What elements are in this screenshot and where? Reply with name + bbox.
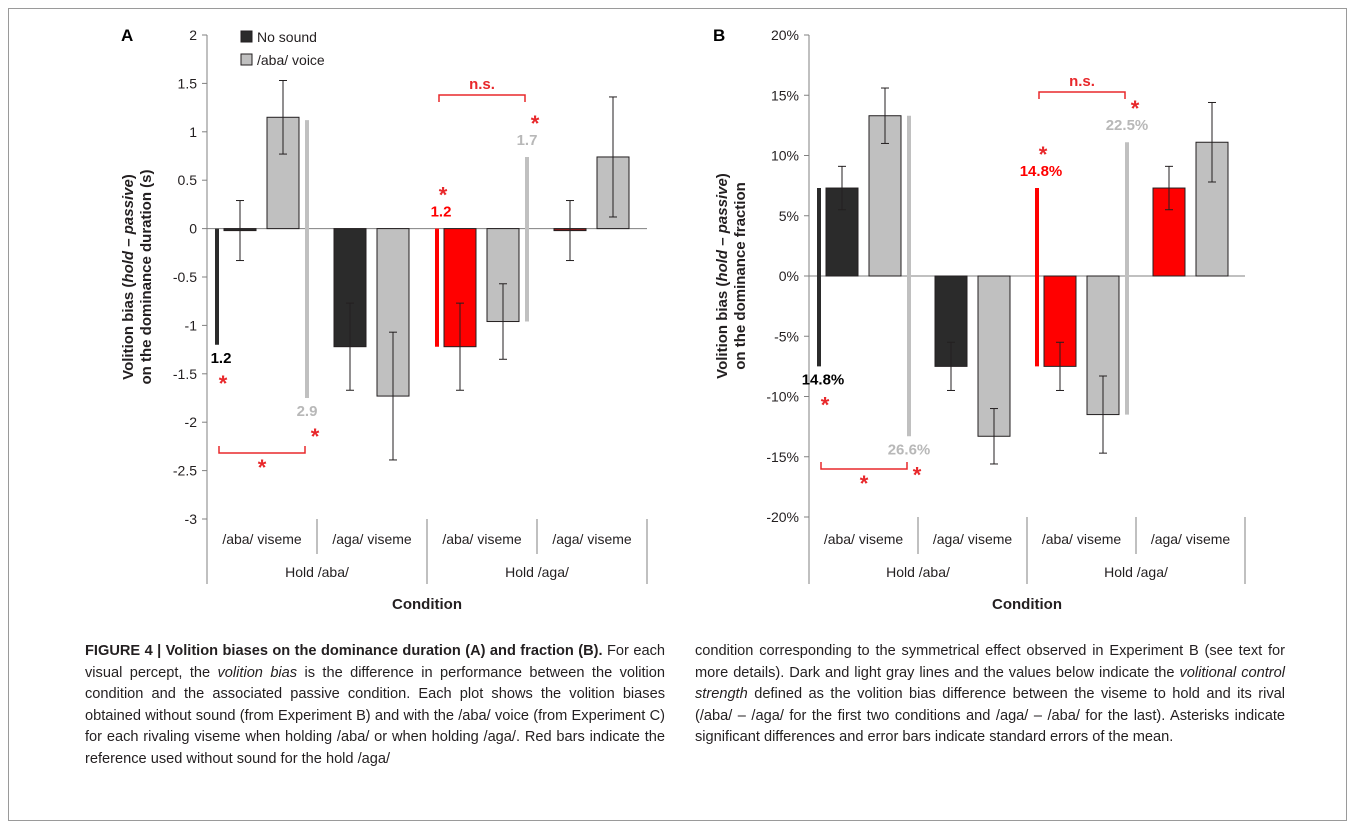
- strength-value-label: 2.9: [297, 403, 318, 420]
- strength-value-label: 1.2: [211, 350, 232, 367]
- y-tick-label: -15%: [766, 449, 799, 465]
- figure-svg: A 2 1.5 1 0.5 0 -0.5 -1 -1.5 -2 -2.5 -3 Volition bia…: [120, 26, 1246, 613]
- caption-segment: defined as the volition bias difference …: [695, 686, 1285, 746]
- ns-bracket: [1038, 91, 1126, 99]
- y-tick-label: 1.5: [178, 75, 198, 91]
- significance-bracket: [218, 446, 306, 454]
- strength-value-label: 26.6%: [888, 441, 931, 458]
- y-tick-label: -1.5: [173, 366, 197, 382]
- y-tick-label: -1: [185, 317, 198, 333]
- y-tick-label: 1: [189, 124, 197, 140]
- x-axis-label: Condition: [992, 596, 1062, 613]
- y-tick-label: 15%: [771, 87, 799, 103]
- y-axis-label-line1: Volition bias (hold – passive): [714, 173, 731, 379]
- group-label: Hold /aba/: [886, 564, 950, 580]
- significance-star: *: [219, 371, 228, 396]
- y-axis-label-part: hold: [714, 249, 731, 281]
- significance-bracket: [820, 462, 908, 470]
- category-label: /aga/ viseme: [1151, 531, 1231, 547]
- bracket-star: *: [860, 471, 869, 496]
- caption-segment: is the difference in performance between…: [85, 664, 666, 767]
- y-tick-label: -0.5: [173, 269, 197, 285]
- significance-star: *: [1131, 96, 1140, 121]
- strength-value-label: 1.7: [517, 132, 538, 149]
- legend-label: /aba/ voice: [257, 52, 325, 68]
- y-axis-label-line1: Volition bias (hold – passive): [120, 174, 137, 380]
- significance-star: *: [821, 392, 830, 417]
- caption-segment: condition corresponding to the symmetric…: [695, 643, 1285, 681]
- category-label: /aba/ viseme: [222, 531, 302, 547]
- panel-a: A 2 1.5 1 0.5 0 -0.5 -1 -1.5 -2 -2.5 -3 Volition bia…: [120, 26, 648, 613]
- category-label: /aba/ viseme: [442, 531, 522, 547]
- bracket-star: *: [258, 455, 267, 480]
- ns-bracket: [438, 94, 526, 102]
- panel-letter: A: [121, 26, 133, 45]
- y-tick-label: 0%: [779, 268, 799, 284]
- ns-label: n.s.: [1069, 73, 1095, 90]
- category-label: /aga/ viseme: [552, 531, 632, 547]
- panel-b: B 20% 15% 10% 5% 0% -5% -10% -15% -20% Volition bi…: [713, 26, 1246, 613]
- y-tick-label: -10%: [766, 389, 799, 405]
- group-label: Hold /aga/: [505, 564, 569, 580]
- category-label: /aga/ viseme: [332, 531, 412, 547]
- caption-segment: FIGURE 4 | Volition biases on the domina…: [85, 643, 603, 659]
- significance-star: *: [531, 111, 540, 136]
- x-axis-label: Condition: [392, 596, 462, 613]
- strength-value-label: 1.2: [431, 204, 452, 221]
- significance-star: *: [913, 462, 922, 487]
- caption-segment: volitional control strength: [695, 664, 1285, 703]
- y-axis-label-line2: on the dominance fraction: [732, 182, 749, 370]
- significance-star: *: [311, 424, 320, 449]
- y-tick-label: 0.5: [178, 172, 198, 188]
- category-label: /aba/ viseme: [1042, 531, 1122, 547]
- y-axis-label-part: –: [714, 233, 731, 250]
- group-label: Hold /aga/: [1104, 564, 1168, 580]
- category-label: /aga/ viseme: [933, 531, 1013, 547]
- y-axis-label-part: hold: [120, 250, 137, 282]
- legend-label: No sound: [257, 29, 317, 45]
- y-axis-label-part: Volition bias (: [120, 283, 137, 380]
- y-axis-label-part: Volition bias (: [714, 282, 731, 379]
- y-tick-label: -3: [185, 511, 198, 527]
- ns-label: n.s.: [469, 76, 495, 93]
- y-tick-label: -2.5: [173, 463, 197, 479]
- caption-left: FIGURE 4 | Volition biases on the domina…: [85, 641, 665, 771]
- y-axis-label-part: ): [714, 173, 731, 178]
- y-tick-label: 20%: [771, 27, 799, 43]
- strength-value-label: 22.5%: [1106, 117, 1149, 134]
- y-axis-label-line2: on the dominance duration (s): [138, 169, 155, 384]
- y-axis-label-part: passive: [714, 178, 731, 234]
- caption-right: condition corresponding to the symmetric…: [695, 641, 1285, 749]
- caption-segment: volition bias: [217, 664, 298, 681]
- strength-value-label: 14.8%: [802, 371, 845, 388]
- panel-letter: B: [713, 26, 725, 45]
- y-tick-label: 2: [189, 27, 197, 43]
- y-axis-label-part: –: [120, 234, 137, 251]
- group-label: Hold /aba/: [285, 564, 349, 580]
- y-tick-label: 0: [189, 221, 197, 237]
- significance-star: *: [1039, 142, 1048, 167]
- legend: No sound/aba/ voice: [240, 29, 325, 68]
- strength-value-label: 14.8%: [1020, 163, 1063, 180]
- figure-frame: A 2 1.5 1 0.5 0 -0.5 -1 -1.5 -2 -2.5 -3 Volition bia…: [8, 8, 1347, 821]
- y-axis-label-part: ): [120, 174, 137, 179]
- y-tick-label: -20%: [766, 509, 799, 525]
- category-label: /aba/ viseme: [824, 531, 904, 547]
- significance-star: *: [439, 183, 448, 208]
- y-tick-label: 10%: [771, 148, 799, 164]
- caption-segment: For each visual percept, the: [85, 643, 665, 681]
- y-tick-label: -5%: [774, 328, 799, 344]
- legend-swatch: [240, 53, 253, 66]
- y-tick-label: -2: [185, 414, 198, 430]
- legend-swatch: [240, 30, 253, 43]
- y-axis-label-part: passive: [120, 179, 137, 235]
- y-tick-label: 5%: [779, 208, 799, 224]
